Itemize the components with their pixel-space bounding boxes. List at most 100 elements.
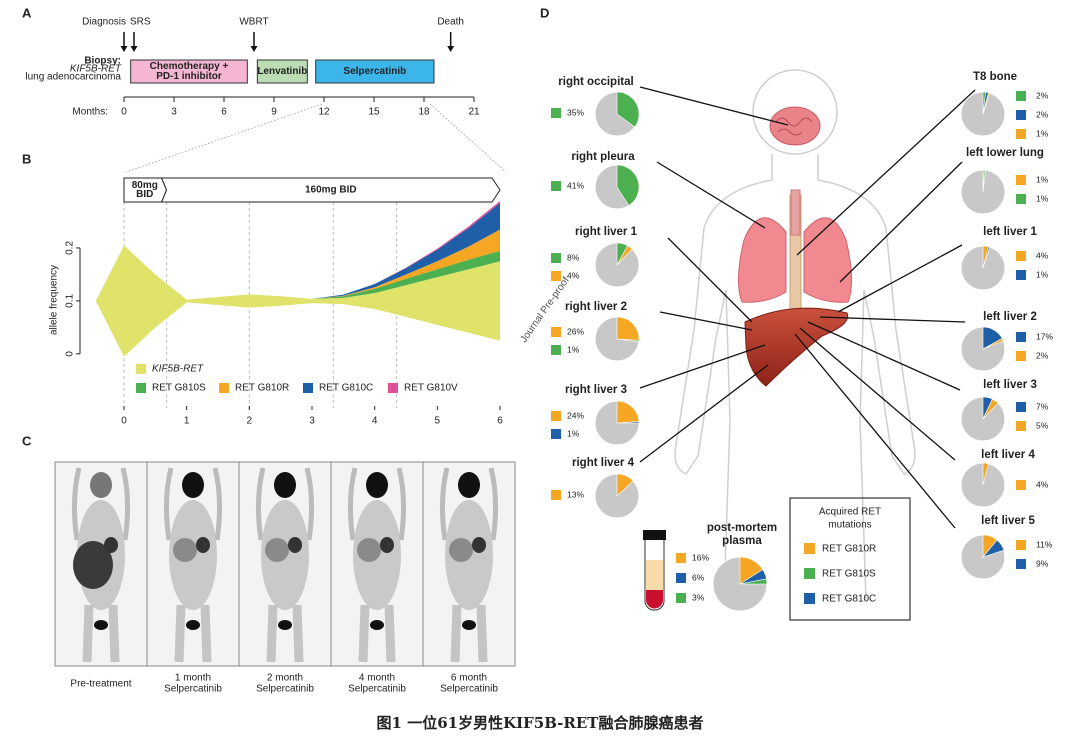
- axis-label: Months:: [72, 107, 108, 118]
- body-illustration: [674, 69, 916, 601]
- site-label: right liver 1: [575, 226, 638, 238]
- pct-swatch: [551, 411, 561, 421]
- pct-label: 35%: [567, 107, 584, 117]
- legend-title: Acquired RET: [819, 507, 881, 518]
- pct-swatch: [1016, 194, 1026, 204]
- scan-caption: Selpercatinib: [164, 684, 222, 695]
- legend-label: RET G810S: [822, 569, 876, 580]
- legend-label: RET G810V: [404, 383, 458, 394]
- pct-label: 13%: [567, 489, 584, 499]
- pct-label: 24%: [567, 410, 584, 420]
- y-tick-label: 0.1: [65, 293, 76, 307]
- clone-area: [95, 245, 501, 357]
- clone-area: [95, 203, 501, 301]
- pct-swatch: [1016, 421, 1026, 431]
- pct-label: 26%: [567, 326, 584, 336]
- pct-label: 41%: [567, 180, 584, 190]
- pct-label: 4%: [1036, 250, 1049, 260]
- legend-swatch: [804, 543, 815, 554]
- scan-bladder: [278, 620, 292, 630]
- scan-caption: Selpercatinib: [256, 684, 314, 695]
- arrow-head: [250, 46, 258, 52]
- pie-slice: [616, 91, 640, 128]
- pie-slice: [616, 338, 640, 343]
- biopsy-text: KIF5B-RET: [70, 64, 122, 75]
- scan-head: [274, 472, 296, 498]
- pct-label: 1%: [567, 428, 580, 438]
- dose-label: BID: [136, 189, 153, 200]
- pct-swatch: [1016, 540, 1026, 550]
- x-tick-label: 3: [309, 416, 315, 427]
- pie-slice: [982, 539, 1005, 558]
- legend-swatch: [804, 568, 815, 579]
- pct-swatch: [551, 271, 561, 281]
- y-axis-label: allele frequency: [49, 265, 60, 335]
- site-label: plasma: [722, 535, 762, 547]
- legend-label: RET G810C: [319, 383, 373, 394]
- site-label: right liver 2: [565, 301, 627, 313]
- pct-swatch: [1016, 129, 1026, 139]
- pie-slice: [616, 164, 640, 206]
- pie-slice: [982, 169, 987, 193]
- arrow-head: [447, 46, 455, 52]
- scan-organ: [449, 538, 473, 562]
- pct-label: 11%: [1036, 539, 1053, 549]
- pct-label: 2%: [1036, 350, 1049, 360]
- pct-swatch: [1016, 175, 1026, 185]
- pct-label: 4%: [1036, 479, 1049, 489]
- site-label: right pleura: [571, 151, 635, 163]
- y-tick-label: 0.2: [65, 241, 76, 255]
- y-tick-label: 0: [65, 351, 76, 357]
- scan-arms: [255, 467, 315, 541]
- scan-bladder: [370, 620, 384, 630]
- legend-swatch: [136, 364, 146, 374]
- scan-head: [458, 472, 480, 498]
- treatment-label: PD-1 inhibitor: [156, 71, 222, 82]
- event-label: WBRT: [239, 17, 268, 28]
- pct-label: 8%: [567, 252, 580, 262]
- caption: 图1 一位61岁男性KIF5B-RET融合肺腺癌患者: [377, 714, 704, 732]
- scan-organ: [196, 537, 210, 553]
- pct-label: 1%: [1036, 269, 1049, 279]
- scan-head: [366, 472, 388, 498]
- scan-organ: [380, 537, 394, 553]
- event-label: Death: [437, 17, 464, 28]
- pct-label: 17%: [1036, 331, 1053, 341]
- pct-swatch: [551, 108, 561, 118]
- x-tick-label: 0: [121, 107, 127, 118]
- x-tick-label: 1: [184, 416, 190, 427]
- panel-label: B: [22, 151, 31, 166]
- scan-arms: [439, 467, 499, 541]
- scan-caption: 4 month: [359, 673, 395, 684]
- scan-arms: [163, 467, 223, 541]
- scan-caption: Pre-treatment: [70, 679, 131, 690]
- legend-label: RET G810C: [822, 594, 876, 605]
- scan-organ: [104, 537, 118, 553]
- x-tick-label: 9: [271, 107, 277, 118]
- pct-swatch: [551, 181, 561, 191]
- site-label: left liver 5: [981, 515, 1035, 527]
- pct-swatch: [1016, 270, 1026, 280]
- arrow-head: [130, 46, 138, 52]
- pct-label: 3%: [692, 592, 705, 602]
- pct-label: 1%: [567, 344, 580, 354]
- pie-slice: [616, 400, 640, 424]
- pct-swatch: [1016, 480, 1026, 490]
- pct-label: 9%: [1036, 558, 1049, 568]
- site-label: right occipital: [558, 76, 633, 88]
- site-label: left lower lung: [966, 147, 1044, 159]
- site-label: post-mortem: [707, 522, 777, 534]
- scan-caption: Selpercatinib: [348, 684, 406, 695]
- pie-slice: [616, 316, 640, 341]
- scan-caption: 6 month: [451, 673, 487, 684]
- scan-legs: [266, 604, 304, 663]
- x-tick-label: 2: [247, 416, 253, 427]
- scan-arms: [347, 467, 407, 541]
- legend-label: RET G810R: [822, 544, 876, 555]
- x-tick-label: 3: [171, 107, 177, 118]
- legend-swatch: [219, 383, 229, 393]
- scan-head: [90, 472, 112, 498]
- x-tick-label: 0: [121, 416, 127, 427]
- pct-swatch: [1016, 351, 1026, 361]
